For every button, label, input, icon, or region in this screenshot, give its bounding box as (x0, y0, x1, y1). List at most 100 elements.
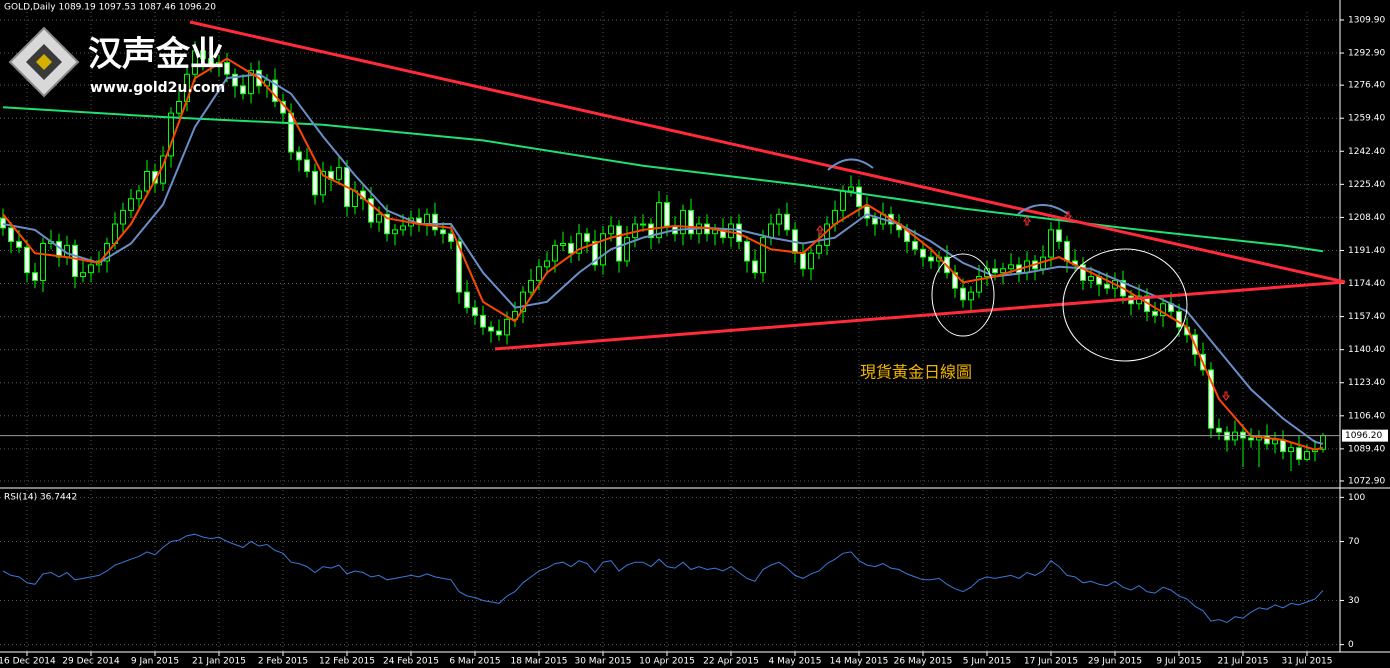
x-tick-label: 21 Jan 2015 (192, 657, 246, 667)
candle-body (1152, 311, 1158, 316)
chart-annotation: 現貨黃金日線圖 (860, 363, 972, 382)
candle-body (560, 242, 566, 246)
x-tick-label: 9 Jan 2015 (131, 657, 179, 667)
y-tick-label: 100 (1348, 493, 1365, 503)
candle-body (24, 246, 30, 274)
candle-body (488, 326, 494, 332)
candle-body (992, 268, 998, 274)
candle-body (1280, 439, 1286, 453)
peak-arc (1017, 204, 1069, 215)
y-tick-label: 0 (1348, 640, 1354, 650)
candle-body (824, 223, 830, 246)
candle-body (600, 233, 606, 266)
candle-body (176, 100, 182, 114)
indicator-line (2, 533, 1324, 624)
candle-body (208, 58, 214, 67)
candle-body (224, 62, 230, 75)
candle-body (768, 223, 774, 239)
candle-body (192, 50, 198, 75)
y-tick-label: 70 (1348, 537, 1360, 547)
candle-body (32, 272, 38, 281)
candle-body (200, 50, 206, 60)
candle-body (744, 241, 750, 262)
candle-body (312, 171, 318, 196)
candle-body (8, 227, 14, 243)
candle-body (640, 223, 646, 226)
candle-body (544, 260, 550, 268)
candle-body (1216, 427, 1222, 433)
candle-body (1080, 264, 1086, 281)
candle-body (424, 213, 430, 225)
candle-body (128, 198, 134, 211)
moving-average (2, 57, 1324, 451)
up-arrow (816, 225, 824, 235)
candle-body (800, 252, 806, 270)
candle-body (856, 186, 862, 208)
candle-body (584, 233, 590, 243)
candle-body (496, 330, 502, 336)
candle-body (688, 209, 694, 235)
candle-body (1208, 369, 1214, 429)
candle-body (840, 190, 846, 211)
plot-layer: 16 Dec 2014 29 Dec 2014 9 Jan 2015 21 Jan 2… (0, 12, 1385, 667)
candle-body (520, 291, 526, 313)
x-tick-label: 17 Jun 2015 (1024, 657, 1078, 667)
peak-arc (827, 158, 874, 171)
candle-body (616, 225, 622, 262)
candle-body (728, 223, 734, 239)
y-tick-label: 1123.40 (1348, 378, 1385, 388)
down-arrow (1064, 211, 1072, 221)
candle-body (568, 242, 574, 254)
candle-body (816, 244, 822, 254)
x-tick-label: 22 Apr 2015 (703, 657, 759, 667)
logo-url: www.gold2u.com (90, 80, 225, 96)
y-tick-label: 1208.40 (1348, 213, 1385, 223)
candle-body (1088, 276, 1094, 281)
candle-body (760, 237, 766, 274)
moving-average (2, 73, 1324, 445)
up-arrow (1023, 216, 1031, 226)
logo: 汉声金业 www.gold2u.com (8, 26, 225, 98)
y-tick-label: 30 (1348, 596, 1360, 606)
x-tick-label: 29 Jun 2015 (1088, 657, 1142, 667)
y-tick-label: 1191.40 (1348, 246, 1385, 256)
y-tick-label: 1309.90 (1348, 15, 1385, 25)
chart-header: GOLD,Daily 1089.19 1097.53 1087.46 1096.… (4, 3, 216, 13)
candle-body (1248, 437, 1254, 441)
candle-body (576, 233, 582, 254)
candle-body (960, 287, 966, 301)
y-tick-label: 1276.40 (1348, 81, 1385, 91)
y-tick-label: 1089.40 (1348, 444, 1385, 454)
candle-body (384, 213, 390, 235)
candle-body (368, 198, 374, 223)
candle-body (664, 202, 670, 227)
candle-body (512, 311, 518, 320)
candle-body (752, 260, 758, 274)
trend-line (494, 280, 1346, 351)
y-tick-label: 1106.40 (1348, 411, 1385, 421)
candle-body (656, 202, 662, 239)
candle-body (864, 206, 870, 219)
candle-body (136, 190, 142, 200)
x-tick-label: 31 Jul 2015 (1282, 657, 1333, 667)
y-tick-label: 1174.40 (1348, 279, 1385, 289)
candle-body (968, 291, 974, 301)
x-tick-label: 14 May 2015 (830, 657, 889, 667)
candle-body (472, 307, 478, 316)
candle-body (1008, 264, 1014, 270)
candle-body (72, 244, 78, 278)
candle-body (248, 69, 254, 95)
candle-body (608, 225, 614, 235)
x-tick-label: 21 Jul 2015 (1218, 657, 1269, 667)
candle-body (952, 272, 958, 289)
x-tick-label: 18 Mar 2015 (510, 657, 567, 667)
candle-body (304, 159, 310, 173)
candle-body (272, 79, 278, 102)
candle-body (552, 244, 558, 262)
down-arrow (1222, 391, 1230, 401)
y-tick-label: 1072.90 (1348, 476, 1385, 486)
current-price-label: 1096.20 (1345, 431, 1382, 441)
candle-body (432, 213, 438, 231)
